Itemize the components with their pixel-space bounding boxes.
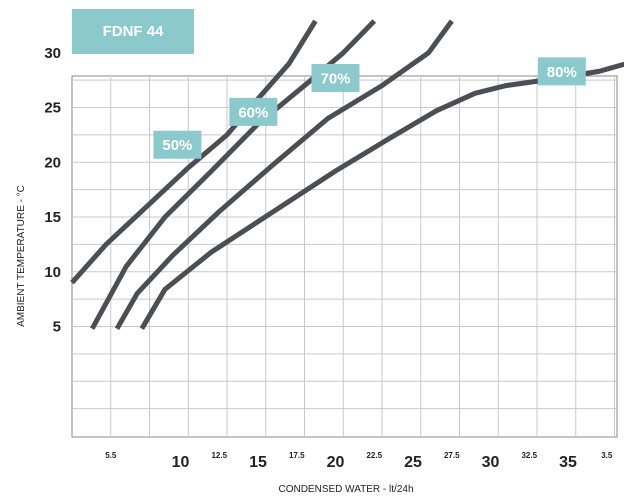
series-label-box xyxy=(311,63,360,92)
series-lines xyxy=(70,19,624,330)
series-label: 60% xyxy=(238,104,268,121)
chart-title-badge: FDNF 44 xyxy=(72,9,194,54)
series-line-80pct xyxy=(139,61,624,330)
series-label-box xyxy=(153,130,202,159)
x-tick-label-minor: 32.5 xyxy=(521,451,537,460)
series-line-60pct xyxy=(90,19,377,330)
series-line-50pct xyxy=(70,19,318,285)
series-label-box xyxy=(229,97,278,126)
y-axis-label: AMBIENT TEMPERATURE - °C xyxy=(16,185,27,327)
series-labels: 50% 60% 70% 80% xyxy=(153,57,586,159)
tick-labels: 5 10 15 20 25 30 5.5 10 12.5 15 17.5 20 22.5 25 27.5 30… xyxy=(44,45,613,471)
chart-title: FDNF 44 xyxy=(102,23,164,40)
y-tick-label: 5 xyxy=(53,319,61,336)
x-tick-label: 20 xyxy=(327,454,345,471)
x-tick-label: 10 xyxy=(172,454,190,471)
y-tick-label: 10 xyxy=(44,264,61,281)
plot-frame xyxy=(71,75,618,438)
series-label: 70% xyxy=(320,70,350,87)
y-tick-label: 20 xyxy=(44,154,61,171)
series-label-box xyxy=(537,57,586,86)
series-label: 80% xyxy=(547,64,577,81)
x-tick-label: 25 xyxy=(404,454,422,471)
x-tick-label: 35 xyxy=(559,454,577,471)
y-tick-label: 30 xyxy=(44,45,61,62)
x-tick-label-minor: 5.5 xyxy=(105,451,117,460)
x-tick-label-minor: 27.5 xyxy=(444,451,460,460)
x-tick-label-minor: 12.5 xyxy=(211,451,227,460)
grid xyxy=(71,75,618,438)
series-line-70pct xyxy=(114,19,454,330)
x-tick-label-minor: 3.5 xyxy=(601,451,613,460)
x-tick-label: 15 xyxy=(249,454,267,471)
series-label: 50% xyxy=(162,137,192,154)
y-tick-label: 25 xyxy=(44,100,61,117)
x-tick-label-minor: 17.5 xyxy=(289,451,305,460)
x-tick-label: 30 xyxy=(482,454,500,471)
x-tick-label-minor: 22.5 xyxy=(366,451,382,460)
x-axis-label: CONDENSED WATER - lt/24h xyxy=(278,484,413,495)
y-tick-label: 15 xyxy=(44,209,61,226)
